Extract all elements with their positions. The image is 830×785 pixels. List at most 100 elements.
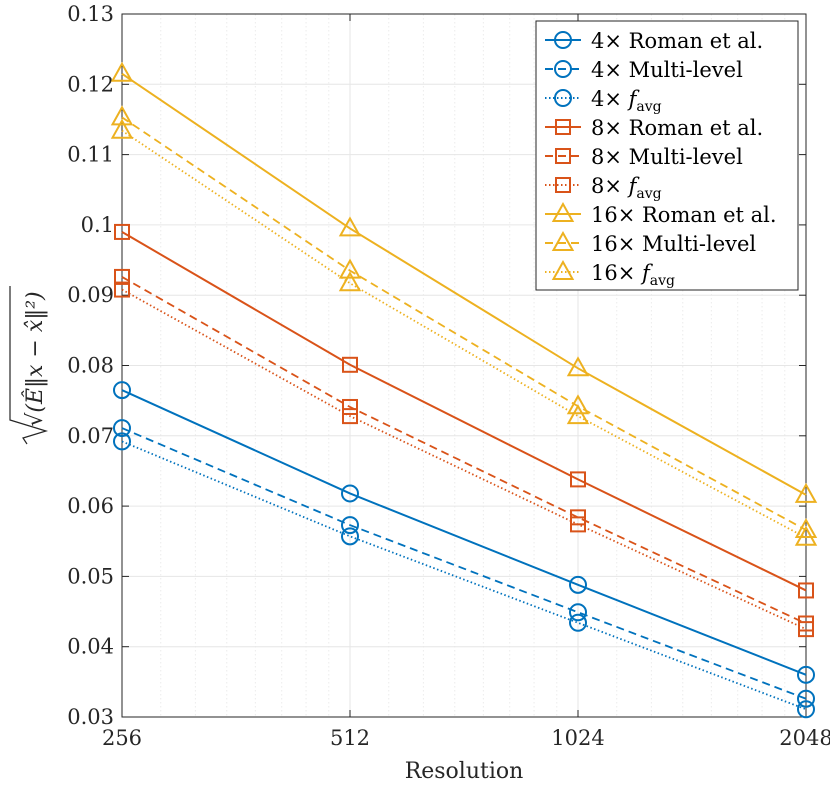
y-tick-label: 0.03 (67, 705, 114, 729)
series (113, 381, 815, 684)
series (114, 281, 814, 638)
series (110, 118, 818, 546)
y-axis-label: √(Ê‖x − x̂‖²) (9, 286, 49, 445)
square-marker (798, 621, 814, 638)
circle-marker (113, 419, 131, 438)
y-tick-label: 0.13 (67, 2, 114, 26)
triangle-marker (794, 525, 818, 546)
circle-marker (569, 575, 587, 594)
legend-entry: 4× Multi-level (545, 58, 743, 82)
square-marker (114, 268, 130, 285)
legend-label: 16× Multi-level (591, 232, 756, 256)
series-line (121, 116, 807, 531)
series-line (121, 389, 807, 676)
x-tick-label: 256 (102, 726, 142, 750)
square-marker (798, 582, 814, 599)
x-tick-label: 1024 (551, 726, 604, 750)
circle-marker (797, 689, 815, 708)
x-axis-label: Resolution (405, 759, 524, 784)
legend-label: 8× Multi-level (591, 145, 743, 169)
triangle-marker (338, 216, 362, 237)
circle-marker (113, 381, 131, 400)
square-marker (555, 177, 571, 193)
circle-marker (569, 603, 587, 622)
triangle-marker (551, 201, 575, 222)
triangle-marker (566, 404, 590, 425)
legend-label: 8× Roman et al. (591, 116, 763, 140)
legend-box (535, 20, 799, 291)
series (113, 432, 815, 719)
circle-marker (341, 516, 359, 535)
y-tick-label: 0.1 (81, 213, 114, 237)
legend-entry: 8× Multi-level (545, 145, 743, 169)
x-tick-label: 512 (330, 726, 370, 750)
legend-entry: 4× favg (545, 87, 662, 115)
series (110, 105, 818, 539)
triangle-marker (338, 258, 362, 279)
square-marker (342, 398, 358, 415)
series-line (121, 72, 807, 496)
y-tick-label: 0.09 (67, 283, 114, 307)
circle-marker (113, 432, 131, 451)
triangle-marker (551, 230, 575, 251)
series (113, 419, 815, 708)
circle-marker (554, 89, 572, 107)
y-tick-label: 0.11 (67, 143, 114, 167)
square-marker (114, 223, 130, 240)
series-line (121, 129, 807, 539)
series-group (110, 61, 818, 719)
square-marker (114, 281, 130, 298)
series-line (121, 427, 807, 700)
legend-entry: 8× Roman et al. (545, 116, 763, 140)
y-tick-label: 0.06 (67, 494, 114, 518)
legend-label: 16× Roman et al. (591, 203, 777, 227)
circle-marker (341, 484, 359, 503)
legend-label: 4× Multi-level (591, 58, 743, 82)
legend-entry: 16× Multi-level (545, 230, 756, 256)
series-line (121, 288, 807, 630)
x-tick-label: 2048 (779, 726, 830, 750)
circle-marker (341, 527, 359, 546)
legend-label: 16× favg (591, 261, 675, 289)
series (110, 61, 818, 503)
square-marker (570, 516, 586, 533)
circle-marker (569, 613, 587, 632)
triangle-marker (110, 118, 134, 139)
radical-sign (9, 286, 49, 445)
legend-entry: 4× Roman et al. (545, 29, 763, 53)
y-tick-label: 0.08 (67, 354, 114, 378)
y-tick-label: 0.05 (67, 564, 114, 588)
circle-marker (554, 31, 572, 49)
circle-marker (797, 700, 815, 719)
triangle-marker (566, 394, 590, 415)
square-marker (555, 148, 571, 164)
y-tick-label: 0.04 (67, 635, 114, 659)
square-marker (555, 119, 571, 135)
square-marker (342, 408, 358, 425)
axis-ticks: 256 512 1024 2048 0.03 0.04 0.05 0.06 0.07 0.08 0.… (67, 2, 830, 750)
legend-entry: 8× favg (545, 174, 662, 202)
legend-entry: 16× favg (545, 259, 675, 289)
circle-marker (797, 665, 815, 684)
triangle-marker (794, 482, 818, 503)
circle-marker (554, 60, 572, 78)
series (114, 223, 814, 599)
series-line (121, 276, 807, 625)
legend-label: 8× favg (591, 174, 662, 202)
series-line (121, 231, 807, 592)
y-axis-label-text: √(Ê‖x − x̂‖²) (21, 291, 48, 426)
series-line (121, 440, 807, 711)
triangle-marker (110, 105, 134, 126)
legend-entry: 16× Roman et al. (545, 201, 777, 227)
legend-label: 4× Roman et al. (591, 29, 763, 53)
triangle-marker (551, 259, 575, 280)
legend-label: 4× favg (591, 87, 662, 115)
y-tick-label: 0.12 (67, 72, 114, 96)
square-marker (570, 471, 586, 488)
square-marker (342, 356, 358, 373)
triangle-marker (566, 356, 590, 377)
y-tick-label: 0.07 (67, 424, 114, 448)
triangle-marker (110, 61, 134, 82)
